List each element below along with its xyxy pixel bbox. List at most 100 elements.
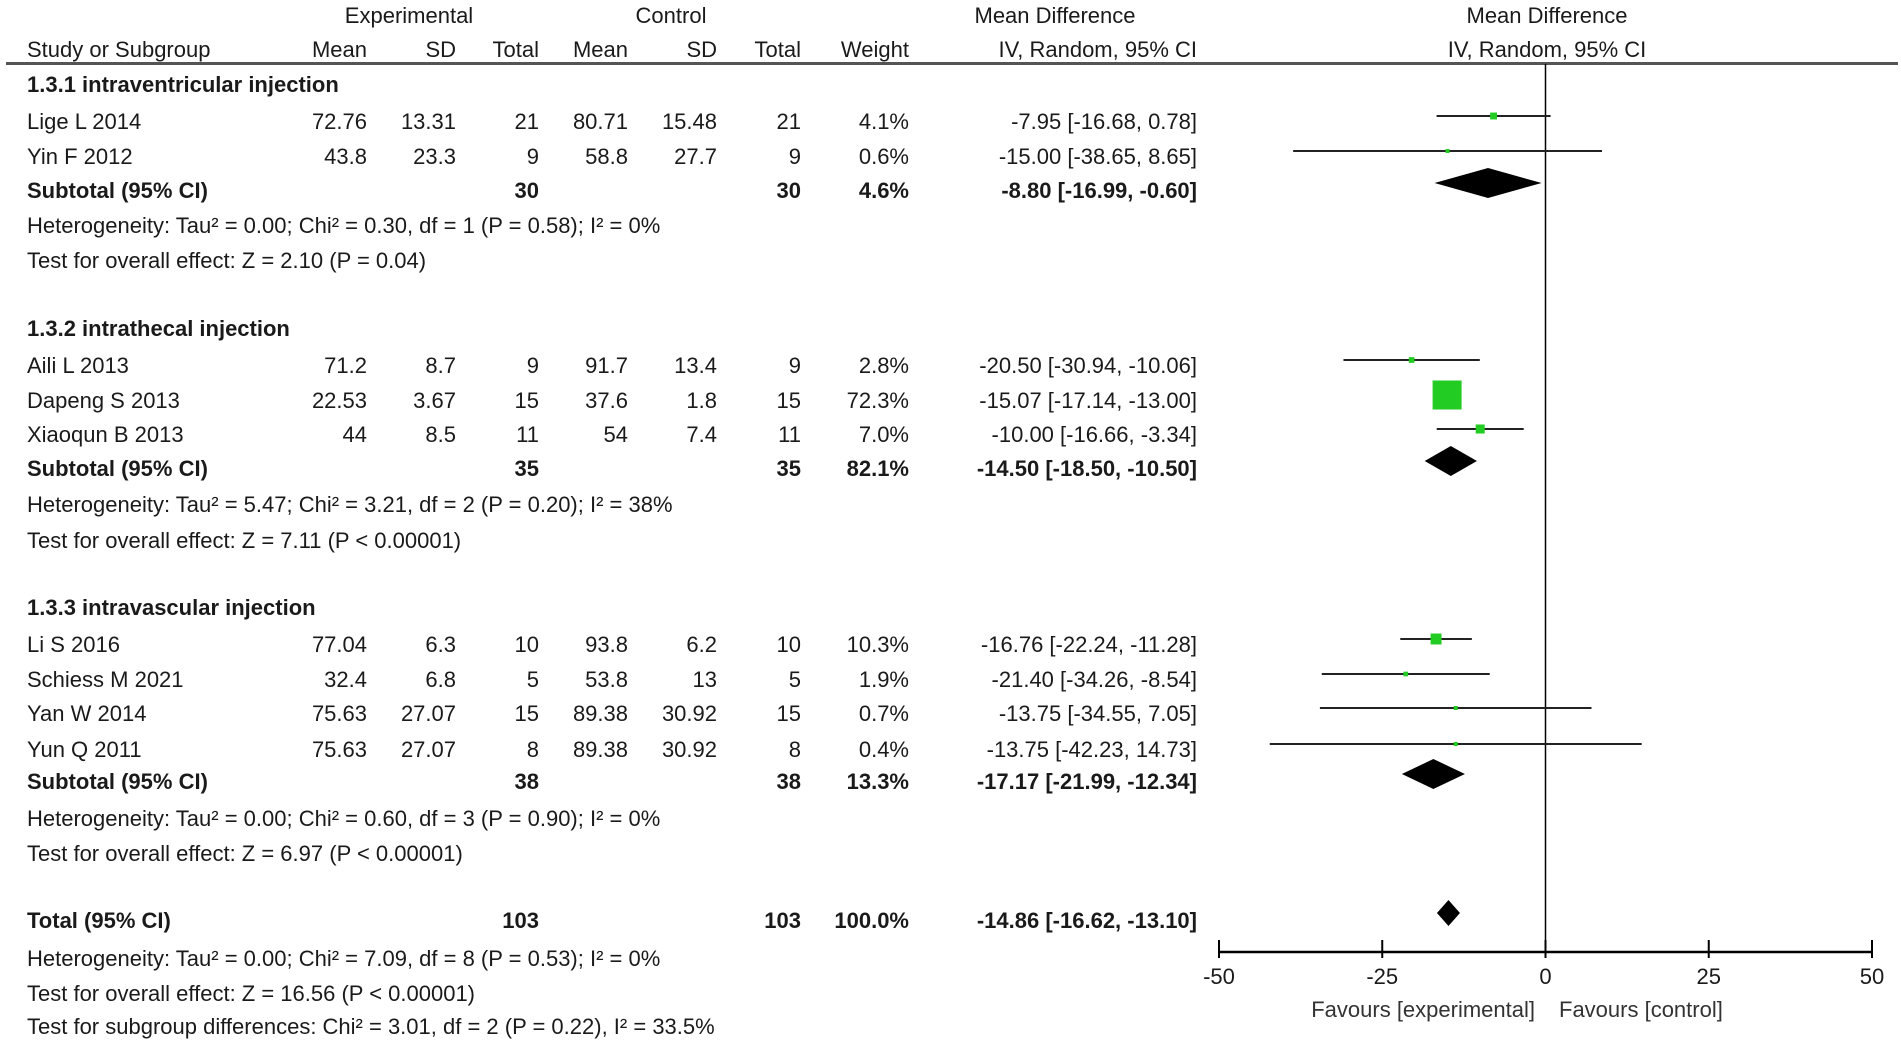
ctrl-total: 15 [776,701,801,726]
weight: 4.1% [858,109,909,134]
mean-difference-ci: -15.00 [-38.65, 8.65] [998,144,1197,169]
mean-difference-ci: -15.07 [-17.14, -13.00] [979,388,1197,413]
ctrl-mean: 58.8 [585,144,628,169]
mean-difference-ci: -8.80 [-16.99, -0.60] [1001,178,1197,203]
study-marker [1445,149,1450,153]
subgroup-title: 1.3.1 intraventricular injection [27,72,339,97]
mean-difference-ci: -14.50 [-18.50, -10.50] [976,456,1197,481]
exp-mean: 72.76 [311,109,367,134]
weight: 82.1% [846,456,909,481]
exp-total: 30 [514,178,539,203]
x-tick-label: -25 [1366,964,1398,989]
weight: 2.8% [858,353,909,378]
ctrl-total: 11 [778,422,801,447]
ctrl-mean: 80.71 [572,109,628,134]
exp-total: 38 [514,769,539,794]
subgroup-title: 1.3.2 intrathecal injection [27,316,290,341]
study-name: Total (95% CI) [27,908,171,933]
note-text: Test for overall effect: Z = 7.11 (P < 0… [27,528,462,553]
plot-title: Mean Difference [1466,3,1628,28]
mean-difference-ci: -13.75 [-42.23, 14.73] [986,737,1197,762]
ctrl-sd: 6.2 [686,632,717,657]
mean-difference-ci: -20.50 [-30.94, -10.06] [979,353,1197,378]
col-header-exp-sd: SD [425,37,456,62]
plot-subtitle: IV, Random, 95% CI [1447,37,1647,62]
exp-sd: 6.3 [425,632,456,657]
ctrl-sd: 27.7 [674,144,717,169]
exp-sd: 27.07 [400,737,456,762]
ctrl-mean: 91.7 [585,353,628,378]
exp-total: 103 [502,908,539,933]
exp-total: 5 [526,667,539,692]
ctrl-sd: 15.48 [661,109,717,134]
study-name: Yan W 2014 [27,701,147,726]
mean-difference-ci: -21.40 [-34.26, -8.54] [991,667,1197,692]
col-header-study-name: Study or Subgroup [27,37,211,62]
mean-difference-ci: -16.76 [-22.24, -11.28] [980,632,1197,657]
ctrl-total: 38 [776,769,801,794]
header-divider [6,62,1898,65]
pooled-diamond [1434,168,1542,198]
mean-difference-header: Mean Difference [974,3,1136,28]
control-header: Control [635,3,707,28]
exp-mean: 43.8 [324,144,367,169]
favours-control-label: Favours [control] [1559,997,1723,1022]
study-name: Dapeng S 2013 [27,388,180,413]
weight: 0.6% [858,144,909,169]
mean-difference-ci: -13.75 [-34.55, 7.05] [998,701,1197,726]
exp-mean: 71.2 [324,353,367,378]
note-text: Test for subgroup differences: Chi² = 3.… [27,1014,715,1039]
exp-total: 9 [526,144,539,169]
study-marker [1490,112,1498,120]
weight: 13.3% [846,769,909,794]
weight: 4.6% [858,178,909,203]
ctrl-total: 5 [788,667,801,692]
exp-total: 10 [514,632,539,657]
weight: 7.0% [858,422,909,447]
exp-total: 21 [514,109,539,134]
col-header-ctrl-sd: SD [686,37,717,62]
exp-mean: 75.63 [311,737,367,762]
note-text: Test for overall effect: Z = 2.10 (P = 0… [27,248,427,273]
study-name: Subtotal (95% CI) [27,769,208,794]
study-marker [1430,633,1442,645]
note-text: Test for overall effect: Z = 16.56 (P < … [27,981,476,1006]
study-name: Li S 2016 [27,632,120,657]
study-marker [1408,357,1415,363]
ctrl-total: 30 [776,178,801,203]
pooled-diamond [1436,900,1460,926]
ctrl-mean: 89.38 [572,737,628,762]
exp-sd: 27.07 [400,701,456,726]
experimental-header: Experimental [344,3,474,28]
mean-difference-ci: -7.95 [-16.68, 0.78] [1011,109,1197,134]
weight: 10.3% [846,632,909,657]
subgroup-title: 1.3.3 intravascular injection [27,595,316,620]
mean-difference-ci: -10.00 [-16.66, -3.34] [991,422,1197,447]
exp-sd: 8.7 [425,353,456,378]
exp-total: 35 [514,456,539,481]
exp-mean: 32.4 [324,667,367,692]
study-marker [1432,380,1462,410]
exp-mean: 22.53 [311,388,367,413]
col-header-exp-total: Total [492,37,539,62]
note-text: Heterogeneity: Tau² = 5.47; Chi² = 3.21,… [27,492,673,517]
x-tick-label: -50 [1203,964,1235,989]
mean-difference-ci: -14.86 [-16.62, -13.10] [976,908,1197,933]
note-text: Heterogeneity: Tau² = 0.00; Chi² = 0.30,… [27,213,661,238]
exp-sd: 3.67 [413,388,456,413]
study-name: Lige L 2014 [27,109,142,134]
ctrl-mean: 53.8 [585,667,628,692]
exp-total: 15 [514,701,539,726]
ctrl-mean: 93.8 [585,632,628,657]
exp-sd: 8.5 [425,422,456,447]
study-marker [1453,706,1458,710]
ctrl-total: 8 [788,737,801,762]
study-name: Yin F 2012 [27,144,133,169]
study-name: Schiess M 2021 [27,667,184,692]
study-marker [1403,671,1409,677]
ctrl-sd: 13 [692,667,717,692]
study-name: Subtotal (95% CI) [27,178,208,203]
study-marker [1453,742,1458,746]
ctrl-sd: 1.8 [686,388,717,413]
